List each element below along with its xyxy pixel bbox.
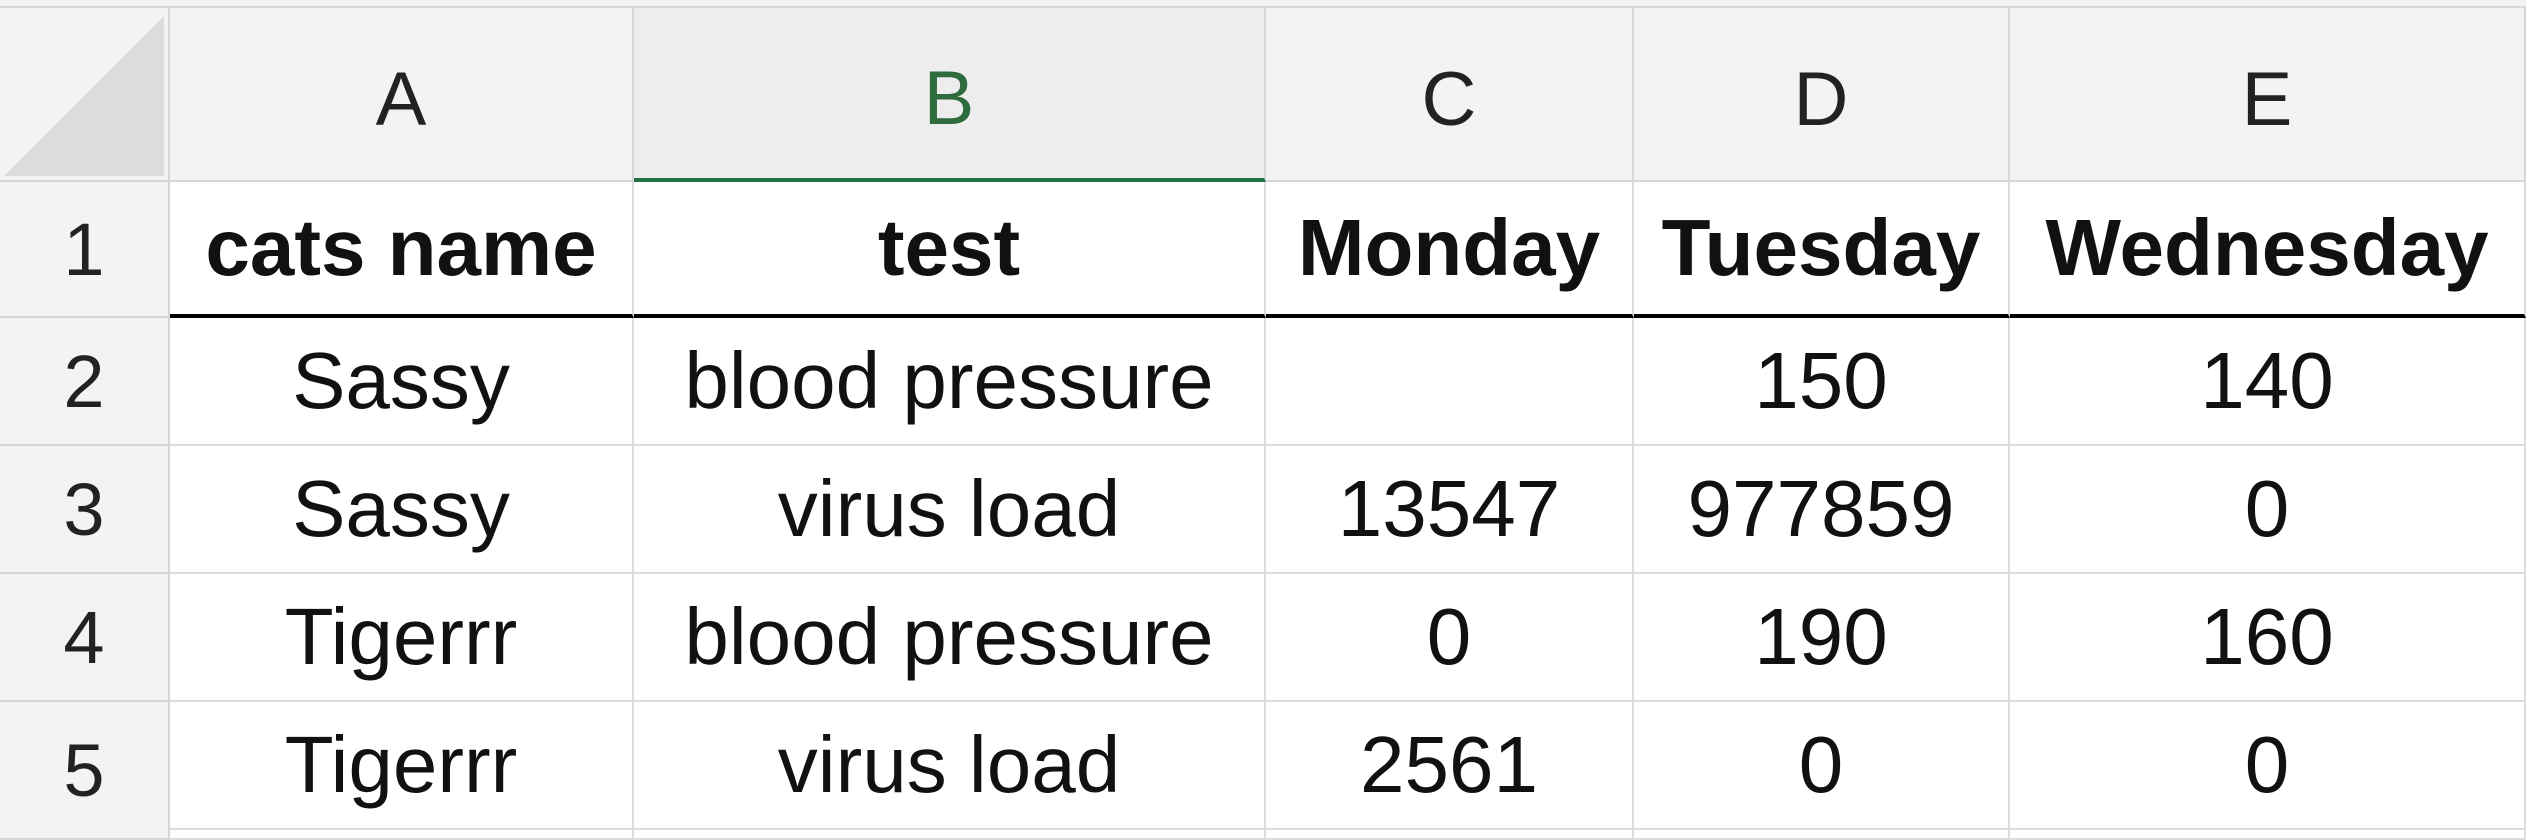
cell-a5[interactable]: Tigerrr <box>170 702 634 830</box>
column-header-c[interactable]: C <box>1266 8 1634 182</box>
cell-e3[interactable]: 0 <box>2010 446 2526 574</box>
cell-b6[interactable] <box>634 830 1266 840</box>
cell-c6[interactable] <box>1266 830 1634 840</box>
cell-b3[interactable]: virus load <box>634 446 1266 574</box>
row-header-2[interactable]: 2 <box>0 318 170 446</box>
column-header-b[interactable]: B <box>634 8 1266 182</box>
cell-b1[interactable]: test <box>634 182 1266 318</box>
cell-b5[interactable]: virus load <box>634 702 1266 830</box>
cell-d6[interactable] <box>1634 830 2010 840</box>
column-header-e[interactable]: E <box>2010 8 2526 182</box>
cell-a4[interactable]: Tigerrr <box>170 574 634 702</box>
cell-d3[interactable]: 977859 <box>1634 446 2010 574</box>
cell-d4[interactable]: 190 <box>1634 574 2010 702</box>
cell-e1[interactable]: Wednesday <box>2010 182 2526 318</box>
toolbar-edge <box>0 0 2526 8</box>
cell-e2[interactable]: 140 <box>2010 318 2526 446</box>
cell-e4[interactable]: 160 <box>2010 574 2526 702</box>
cell-b4[interactable]: blood pressure <box>634 574 1266 702</box>
row-header-4[interactable]: 4 <box>0 574 170 702</box>
cell-c4[interactable]: 0 <box>1266 574 1634 702</box>
cell-a2[interactable]: Sassy <box>170 318 634 446</box>
select-all-triangle-icon <box>4 16 164 176</box>
cell-a3[interactable]: Sassy <box>170 446 634 574</box>
cell-d2[interactable]: 150 <box>1634 318 2010 446</box>
cell-e5[interactable]: 0 <box>2010 702 2526 830</box>
cell-d1[interactable]: Tuesday <box>1634 182 2010 318</box>
cell-b2[interactable]: blood pressure <box>634 318 1266 446</box>
cell-c2[interactable] <box>1266 318 1634 446</box>
cell-c5[interactable]: 2561 <box>1266 702 1634 830</box>
cell-c1[interactable]: Monday <box>1266 182 1634 318</box>
row-header-1[interactable]: 1 <box>0 182 170 318</box>
cell-e6[interactable] <box>2010 830 2526 840</box>
cell-a1[interactable]: cats name <box>170 182 634 318</box>
column-header-a[interactable]: A <box>170 8 634 182</box>
cell-c3[interactable]: 13547 <box>1266 446 1634 574</box>
row-header-5[interactable]: 5 <box>0 702 170 840</box>
column-header-d[interactable]: D <box>1634 8 2010 182</box>
cell-a6[interactable] <box>170 830 634 840</box>
row-header-3[interactable]: 3 <box>0 446 170 574</box>
cell-d5[interactable]: 0 <box>1634 702 2010 830</box>
